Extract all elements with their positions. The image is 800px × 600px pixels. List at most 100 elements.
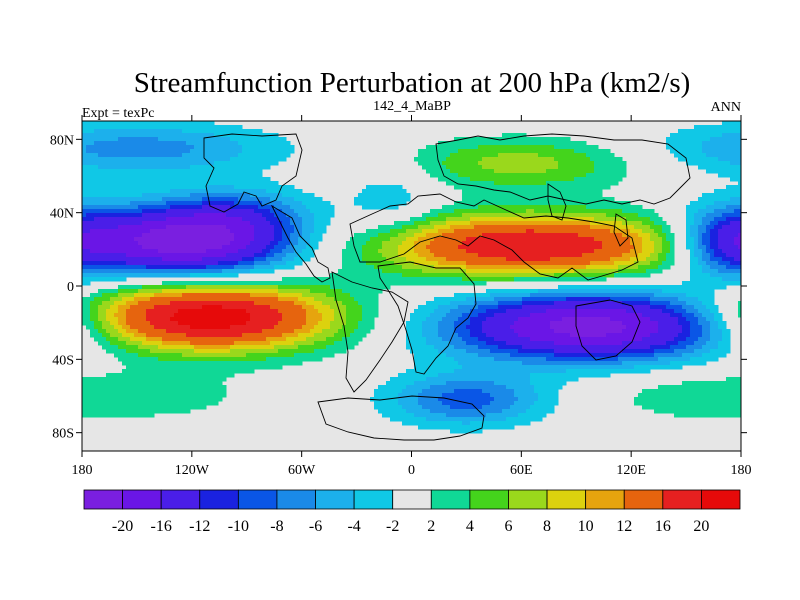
- field-cell: [378, 233, 383, 238]
- field-cell: [210, 245, 215, 250]
- field-cell: [186, 149, 191, 154]
- field-cell: [698, 245, 703, 250]
- field-cell: [318, 209, 323, 214]
- field-cell: [562, 149, 567, 154]
- field-cell: [210, 261, 215, 266]
- field-cell: [646, 225, 651, 230]
- field-cell: [118, 273, 123, 278]
- field-cell: [630, 245, 635, 250]
- field-cell: [170, 125, 175, 130]
- field-cell: [82, 141, 87, 146]
- field-cell: [238, 161, 243, 166]
- field-cell: [202, 273, 207, 278]
- field-cell: [718, 249, 723, 254]
- field-cell: [190, 153, 195, 158]
- field-cell: [450, 209, 455, 214]
- field-cell: [158, 253, 163, 258]
- field-cell: [210, 145, 215, 150]
- field-cell: [242, 165, 247, 170]
- field-cell: [474, 253, 479, 258]
- field-cell: [278, 237, 283, 242]
- field-cell: [314, 217, 319, 222]
- field-cell: [266, 145, 271, 150]
- field-cell: [102, 269, 107, 274]
- field-cell: [98, 205, 103, 210]
- field-cell: [566, 273, 571, 278]
- field-cell: [698, 221, 703, 226]
- field-cell: [222, 217, 227, 222]
- field-cell: [522, 213, 527, 218]
- field-cell: [690, 273, 695, 278]
- field-cell: [594, 237, 599, 242]
- field-cell: [418, 249, 423, 254]
- field-cell: [198, 129, 203, 134]
- field-cell: [606, 197, 611, 202]
- field-cell: [366, 237, 371, 242]
- field-cell: [118, 233, 123, 238]
- field-cell: [538, 169, 543, 174]
- field-cell: [122, 209, 127, 214]
- field-cell: [534, 233, 539, 238]
- field-cell: [566, 269, 571, 274]
- field-cell: [146, 153, 151, 158]
- field-cell: [706, 245, 711, 250]
- field-cell: [710, 277, 715, 282]
- field-cell: [706, 169, 711, 174]
- field-cell: [306, 217, 311, 222]
- field-cell: [586, 185, 591, 190]
- field-cell: [254, 253, 259, 258]
- field-cell: [238, 193, 243, 198]
- field-cell: [478, 269, 483, 274]
- field-cell: [518, 233, 523, 238]
- field-cell: [738, 161, 742, 166]
- field-cell: [630, 249, 635, 254]
- field-cell: [322, 225, 327, 230]
- field-cell: [678, 141, 683, 146]
- field-cell: [650, 229, 655, 234]
- field-cell: [530, 221, 535, 226]
- field-cell: [106, 169, 111, 174]
- field-cell: [694, 241, 699, 246]
- field-cell: [506, 213, 511, 218]
- field-cell: [486, 217, 491, 222]
- field-cell: [542, 161, 547, 166]
- field-cell: [606, 257, 611, 262]
- field-cell: [170, 141, 175, 146]
- field-cell: [422, 213, 427, 218]
- field-cell: [546, 217, 551, 222]
- field-cell: [170, 253, 175, 258]
- field-cell: [310, 205, 315, 210]
- field-cell: [342, 249, 347, 254]
- field-cell: [102, 161, 107, 166]
- field-cell: [222, 205, 227, 210]
- field-cell: [738, 173, 742, 178]
- field-cell: [286, 233, 291, 238]
- field-cell: [238, 141, 243, 146]
- field-cell: [654, 261, 659, 266]
- field-cell: [458, 273, 463, 278]
- field-cell: [566, 157, 571, 162]
- field-cell: [558, 229, 563, 234]
- field-cell: [198, 141, 203, 146]
- field-cell: [170, 233, 175, 238]
- field-cell: [630, 221, 635, 226]
- field-cell: [462, 209, 467, 214]
- field-cell: [90, 233, 95, 238]
- field-cell: [306, 237, 311, 242]
- field-cell: [590, 205, 595, 210]
- field-cell: [730, 165, 735, 170]
- field-cell: [118, 249, 123, 254]
- field-cell: [98, 153, 103, 158]
- field-cell: [118, 141, 123, 146]
- field-cell: [90, 181, 95, 186]
- field-cell: [350, 241, 355, 246]
- field-cell: [546, 173, 551, 178]
- field-cell: [370, 245, 375, 250]
- field-cell: [506, 197, 511, 202]
- field-cell: [246, 181, 251, 186]
- field-cell: [178, 121, 183, 126]
- field-cell: [474, 249, 479, 254]
- field-cell: [586, 189, 591, 194]
- field-cell: [398, 249, 403, 254]
- field-cell: [534, 257, 539, 262]
